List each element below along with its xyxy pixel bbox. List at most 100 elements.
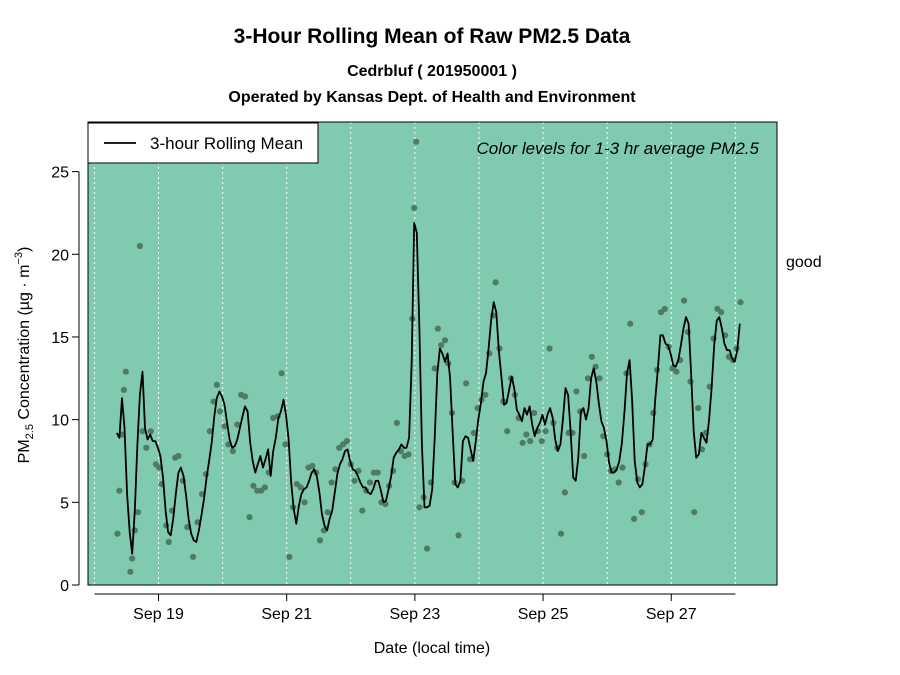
raw-point-86 xyxy=(431,365,438,372)
ylabel-pm: PM xyxy=(16,439,33,463)
plot-frame xyxy=(87,121,778,586)
raw-point-37 xyxy=(246,514,253,521)
aqi-band-layer xyxy=(88,122,777,585)
chart-title: 3-Hour Rolling Mean of Raw PM2.5 Data xyxy=(233,25,631,48)
raw-point-141 xyxy=(638,509,645,516)
raw-point-58 xyxy=(328,479,335,486)
raw-point-128 xyxy=(588,353,595,360)
raw-point-9 xyxy=(136,242,143,250)
raw-point-55 xyxy=(316,537,324,544)
x-tick-label-25: Sep 25 xyxy=(518,606,569,623)
legend: 3-hour Rolling Mean xyxy=(87,122,319,164)
raw-point-88 xyxy=(438,342,445,349)
raw-point-127 xyxy=(584,375,592,382)
y-axis: 0 5 10 15 20 25 xyxy=(51,165,80,595)
raw-point-121 xyxy=(561,489,569,496)
raw-point-29 xyxy=(213,381,220,388)
raw-point-59 xyxy=(332,466,339,473)
x-axis-label: Date (local time) xyxy=(374,640,490,657)
y-tick-label-5: 5 xyxy=(60,495,69,512)
raw-point-1 xyxy=(116,487,123,494)
y-tick-label-20: 20 xyxy=(51,247,69,264)
raw-point-155 xyxy=(691,509,698,516)
x-axis: Sep 19 Sep 21 Sep 23 Sep 25 Sep 27 xyxy=(94,593,736,623)
raw-point-38 xyxy=(250,482,257,489)
raw-point-47 xyxy=(286,553,293,561)
raw-point-17 xyxy=(165,538,172,546)
site-subtitle: Cedrbluf ( 201950001 ) xyxy=(347,63,517,80)
raw-point-115 xyxy=(538,438,545,445)
band-good xyxy=(88,122,777,585)
raw-point-20 xyxy=(175,452,182,460)
raw-point-93 xyxy=(455,532,462,539)
raw-point-33 xyxy=(229,448,236,455)
raw-point-116 xyxy=(542,428,549,435)
ylabel-sub: 2.5 xyxy=(24,424,36,439)
raw-point-95 xyxy=(463,380,470,387)
ylabel-sup: −3 xyxy=(13,252,25,265)
raw-point-120 xyxy=(557,530,565,537)
raw-point-23 xyxy=(190,553,197,561)
operator-subtitle: Operated by Kansas Dept. of Health and E… xyxy=(228,89,636,106)
legend-label: 3-hour Rolling Mean xyxy=(150,134,303,153)
band-label-good: good xyxy=(786,254,822,271)
raw-point-66 xyxy=(359,507,366,514)
y-tick-label-25: 25 xyxy=(51,165,69,182)
raw-point-152 xyxy=(681,297,688,304)
raw-point-31 xyxy=(221,423,228,430)
raw-point-81 xyxy=(413,138,420,145)
raw-point-57 xyxy=(324,509,331,516)
raw-point-14 xyxy=(156,464,163,471)
raw-point-150 xyxy=(673,368,680,375)
raw-point-11 xyxy=(143,444,150,451)
raw-point-84 xyxy=(424,545,431,552)
raw-point-41 xyxy=(261,484,268,491)
raw-point-139 xyxy=(631,515,638,523)
raw-point-0 xyxy=(114,530,121,537)
x-tick-label-23: Sep 23 xyxy=(390,606,441,623)
raw-point-82 xyxy=(416,504,423,511)
raw-point-97 xyxy=(470,429,477,436)
raw-point-100 xyxy=(482,391,489,398)
raw-point-6 xyxy=(129,555,136,562)
raw-point-126 xyxy=(581,452,588,460)
raw-point-162 xyxy=(718,309,725,316)
raw-point-34 xyxy=(234,421,241,428)
raw-point-112 xyxy=(527,438,534,445)
raw-point-113 xyxy=(531,409,538,417)
raw-point-78 xyxy=(405,451,412,458)
raw-point-30 xyxy=(216,408,224,415)
raw-point-64 xyxy=(351,477,358,484)
raw-point-27 xyxy=(206,428,213,435)
y-axis-label: PM2.5 Concentration (µg · m−3) xyxy=(13,247,36,464)
raw-point-136 xyxy=(619,464,626,471)
raw-point-138 xyxy=(627,320,634,327)
raw-point-28 xyxy=(210,398,217,405)
raw-point-51 xyxy=(301,499,308,506)
raw-point-75 xyxy=(393,419,400,426)
raw-point-8 xyxy=(134,509,142,516)
raw-point-156 xyxy=(695,405,702,412)
raw-point-89 xyxy=(441,337,449,344)
raw-point-117 xyxy=(546,345,553,352)
ylabel-end: ) xyxy=(16,247,33,252)
raw-point-153 xyxy=(684,328,692,336)
raw-point-106 xyxy=(504,428,511,435)
raw-point-130 xyxy=(596,375,603,382)
raw-point-68 xyxy=(366,479,374,486)
y-tick-label-10: 10 xyxy=(51,413,69,430)
raw-point-80 xyxy=(411,204,418,212)
raw-point-12 xyxy=(147,428,154,435)
raw-point-147 xyxy=(661,305,668,312)
x-tick-label-19: Sep 19 xyxy=(133,606,184,623)
raw-point-3 xyxy=(120,386,127,393)
raw-point-45 xyxy=(278,370,285,377)
color-levels-note: Color levels for 1-3 hr average PM2.5 xyxy=(476,139,759,158)
raw-point-4 xyxy=(122,368,129,375)
raw-point-70 xyxy=(374,469,381,476)
raw-point-110 xyxy=(519,439,526,446)
raw-point-87 xyxy=(434,325,441,332)
raw-point-50 xyxy=(297,484,304,491)
raw-point-22 xyxy=(184,524,191,531)
